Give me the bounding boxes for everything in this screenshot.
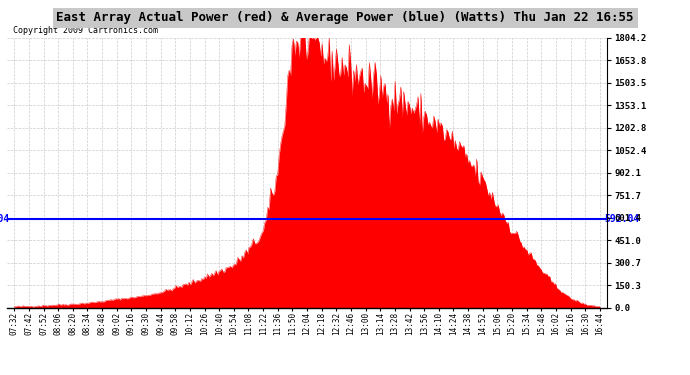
Text: East Array Actual Power (red) & Average Power (blue) (Watts) Thu Jan 22 16:55: East Array Actual Power (red) & Average … [57, 11, 633, 24]
Text: 592.04: 592.04 [604, 214, 640, 224]
Text: 592.04: 592.04 [0, 214, 10, 224]
Text: Copyright 2009 Cartronics.com: Copyright 2009 Cartronics.com [13, 26, 158, 35]
